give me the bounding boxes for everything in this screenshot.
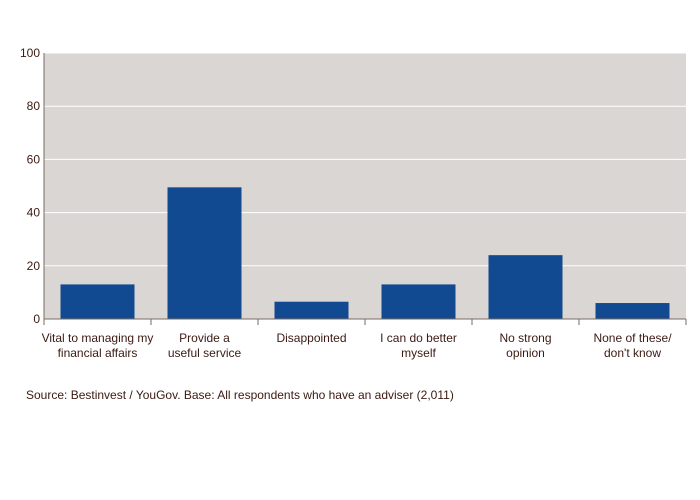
gridlines	[44, 52, 686, 267]
y-tick-label: 60	[27, 152, 41, 166]
plot-area	[44, 53, 686, 319]
y-tick-label: 80	[27, 99, 41, 113]
bar-chart: 0 20 40 60 80 100 Vital to managing my financi…	[20, 46, 687, 360]
y-tick-label: 100	[20, 46, 40, 60]
y-tick-label: 20	[27, 259, 41, 273]
bar	[595, 303, 670, 319]
bar	[381, 284, 456, 319]
category-label: Vital to managing my financial affairs	[42, 331, 154, 360]
bar	[488, 255, 563, 319]
source-note: Source: Bestinvest / YouGov. Base: All r…	[26, 388, 454, 402]
category-label: None of these/don't know	[593, 331, 672, 360]
y-tick-labels: 0 20 40 60 80 100	[20, 46, 40, 326]
category-label: Disappointed	[276, 331, 346, 345]
category-label: I can do better myself	[380, 331, 457, 360]
axes	[43, 53, 687, 325]
category-labels: Vital to managing my financial affairs Pro…	[42, 331, 673, 360]
bar	[167, 187, 242, 319]
bar	[274, 301, 349, 319]
y-tick-label: 40	[27, 206, 41, 220]
bars	[60, 187, 670, 319]
category-label: No strong opinion	[499, 331, 551, 360]
category-label: Provide a useful service	[168, 331, 242, 360]
y-tick-label: 0	[33, 312, 40, 326]
bar	[60, 284, 135, 319]
